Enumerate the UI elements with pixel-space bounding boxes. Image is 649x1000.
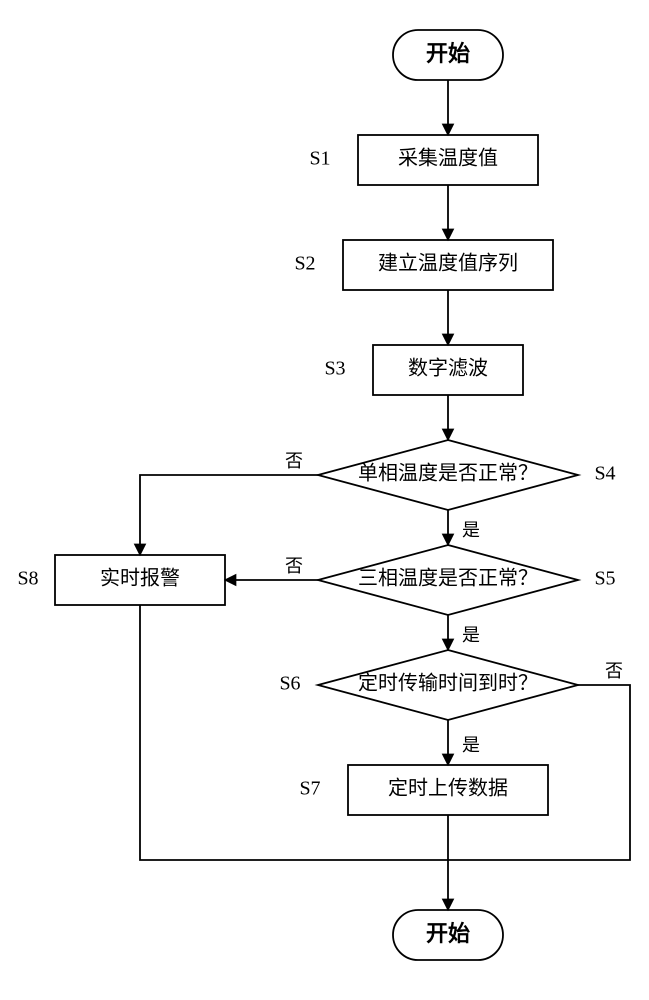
edge-label: 否 xyxy=(285,556,303,576)
edge-label: 是 xyxy=(462,520,480,540)
edge-label: 否 xyxy=(285,451,303,471)
step-label: S3 xyxy=(324,358,345,380)
edge xyxy=(140,605,448,860)
edge-label: 是 xyxy=(462,625,480,645)
step-label: S1 xyxy=(309,148,330,170)
svg-text:实时报警: 实时报警 xyxy=(100,567,180,590)
edge xyxy=(140,475,318,555)
edge-label: 是 xyxy=(462,735,480,755)
step-label: S4 xyxy=(594,463,615,485)
svg-text:数字滤波: 数字滤波 xyxy=(408,357,488,380)
svg-text:建立温度值序列: 建立温度值序列 xyxy=(378,252,518,275)
svg-text:三相温度是否正常？: 三相温度是否正常？ xyxy=(358,567,538,590)
step-label: S5 xyxy=(594,568,615,590)
step-label: S7 xyxy=(299,778,320,800)
svg-text:开始: 开始 xyxy=(426,921,470,946)
step-label: S2 xyxy=(294,253,315,275)
svg-text:采集温度值: 采集温度值 xyxy=(398,147,498,170)
svg-text:单相温度是否正常？: 单相温度是否正常？ xyxy=(358,462,538,485)
svg-text:定时上传数据: 定时上传数据 xyxy=(388,777,508,800)
edge-label: 否 xyxy=(605,661,623,681)
step-label: S6 xyxy=(279,673,300,695)
svg-text:定时传输时间到时？: 定时传输时间到时？ xyxy=(358,672,538,695)
flowchart-canvas: 开始采集温度值S1建立温度值序列S2数字滤波S3单相温度是否正常？S4三相温度是… xyxy=(0,0,649,1000)
svg-text:开始: 开始 xyxy=(426,41,470,66)
step-label: S8 xyxy=(17,568,38,590)
edge xyxy=(448,685,630,860)
